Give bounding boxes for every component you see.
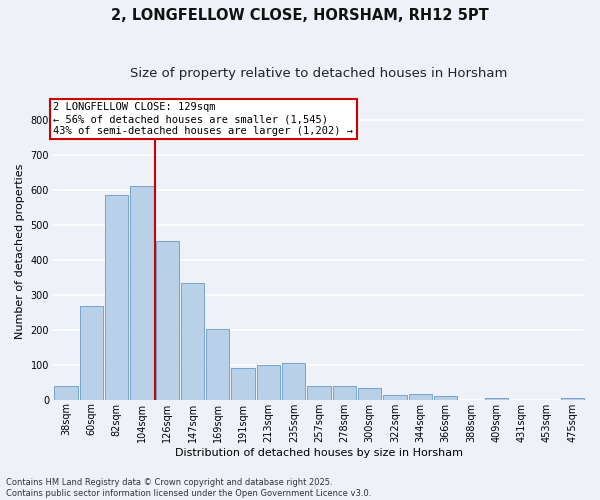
- Y-axis label: Number of detached properties: Number of detached properties: [15, 164, 25, 339]
- Bar: [383, 396, 407, 400]
- Bar: [485, 398, 508, 400]
- Title: Size of property relative to detached houses in Horsham: Size of property relative to detached ho…: [130, 68, 508, 80]
- Text: 2, LONGFELLOW CLOSE, HORSHAM, RH12 5PT: 2, LONGFELLOW CLOSE, HORSHAM, RH12 5PT: [111, 8, 489, 22]
- Text: 2 LONGFELLOW CLOSE: 129sqm
← 56% of detached houses are smaller (1,545)
43% of s: 2 LONGFELLOW CLOSE: 129sqm ← 56% of deta…: [53, 102, 353, 136]
- Bar: [130, 186, 154, 400]
- Text: Contains HM Land Registry data © Crown copyright and database right 2025.
Contai: Contains HM Land Registry data © Crown c…: [6, 478, 371, 498]
- Bar: [206, 329, 229, 400]
- Bar: [232, 368, 255, 400]
- Bar: [560, 398, 584, 400]
- Bar: [358, 388, 382, 400]
- Bar: [181, 282, 204, 400]
- Bar: [105, 195, 128, 400]
- Bar: [257, 364, 280, 400]
- Bar: [409, 394, 432, 400]
- Bar: [307, 386, 331, 400]
- Bar: [282, 363, 305, 400]
- Bar: [333, 386, 356, 400]
- Bar: [155, 240, 179, 400]
- Bar: [434, 396, 457, 400]
- X-axis label: Distribution of detached houses by size in Horsham: Distribution of detached houses by size …: [175, 448, 463, 458]
- Bar: [80, 306, 103, 400]
- Bar: [54, 386, 77, 400]
